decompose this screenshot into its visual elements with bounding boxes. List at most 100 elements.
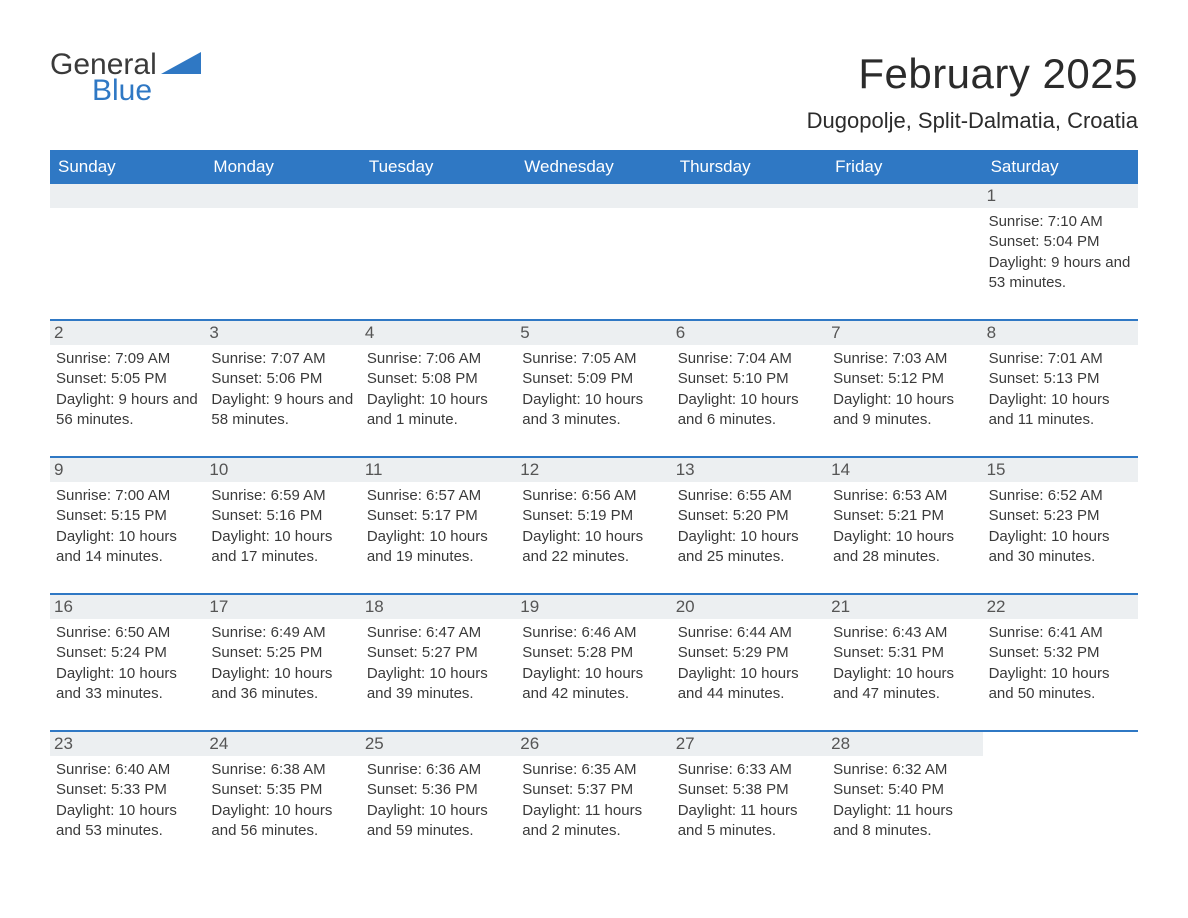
day-number: 8	[983, 321, 1138, 345]
day-info: Sunrise: 6:47 AMSunset: 5:27 PMDaylight:…	[367, 623, 510, 704]
sunset-text: Sunset: 5:10 PM	[678, 369, 821, 389]
daylight-text: Daylight: 10 hours and 56 minutes.	[211, 801, 354, 842]
sunset-text: Sunset: 5:13 PM	[989, 369, 1132, 389]
sunset-text: Sunset: 5:35 PM	[211, 780, 354, 800]
week-row: 23Sunrise: 6:40 AMSunset: 5:33 PMDayligh…	[50, 730, 1138, 847]
day-info: Sunrise: 7:04 AMSunset: 5:10 PMDaylight:…	[678, 349, 821, 430]
daylight-text: Daylight: 10 hours and 14 minutes.	[56, 527, 199, 568]
week-row: 9Sunrise: 7:00 AMSunset: 5:15 PMDaylight…	[50, 456, 1138, 573]
sunrise-text: Sunrise: 6:52 AM	[989, 486, 1132, 506]
day-cell	[50, 184, 205, 299]
day-info: Sunrise: 6:52 AMSunset: 5:23 PMDaylight:…	[989, 486, 1132, 567]
sunrise-text: Sunrise: 6:32 AM	[833, 760, 976, 780]
day-number: 15	[983, 458, 1138, 482]
sunrise-text: Sunrise: 6:35 AM	[522, 760, 665, 780]
empty-day-bar	[361, 184, 516, 208]
daylight-text: Daylight: 10 hours and 3 minutes.	[522, 390, 665, 431]
sunrise-text: Sunrise: 6:36 AM	[367, 760, 510, 780]
day-cell: 2Sunrise: 7:09 AMSunset: 5:05 PMDaylight…	[50, 321, 205, 436]
month-title: February 2025	[807, 50, 1138, 98]
empty-day-bar	[205, 184, 360, 208]
sunrise-text: Sunrise: 6:50 AM	[56, 623, 199, 643]
day-number: 22	[983, 595, 1138, 619]
day-cell: 3Sunrise: 7:07 AMSunset: 5:06 PMDaylight…	[205, 321, 360, 436]
day-cell: 28Sunrise: 6:32 AMSunset: 5:40 PMDayligh…	[827, 732, 982, 847]
day-cell	[672, 184, 827, 299]
sunset-text: Sunset: 5:04 PM	[989, 232, 1132, 252]
daylight-text: Daylight: 10 hours and 44 minutes.	[678, 664, 821, 705]
calendar: SundayMondayTuesdayWednesdayThursdayFrid…	[50, 150, 1138, 847]
daylight-text: Daylight: 11 hours and 8 minutes.	[833, 801, 976, 842]
day-info: Sunrise: 6:41 AMSunset: 5:32 PMDaylight:…	[989, 623, 1132, 704]
day-number: 28	[827, 732, 982, 756]
sunrise-text: Sunrise: 6:55 AM	[678, 486, 821, 506]
weekday-header: Tuesday	[361, 150, 516, 184]
sunset-text: Sunset: 5:32 PM	[989, 643, 1132, 663]
sunset-text: Sunset: 5:06 PM	[211, 369, 354, 389]
day-cell: 1Sunrise: 7:10 AMSunset: 5:04 PMDaylight…	[983, 184, 1138, 299]
daylight-text: Daylight: 10 hours and 42 minutes.	[522, 664, 665, 705]
sunrise-text: Sunrise: 6:38 AM	[211, 760, 354, 780]
sunrise-text: Sunrise: 6:33 AM	[678, 760, 821, 780]
sunset-text: Sunset: 5:21 PM	[833, 506, 976, 526]
day-cell: 5Sunrise: 7:05 AMSunset: 5:09 PMDaylight…	[516, 321, 671, 436]
day-number: 20	[672, 595, 827, 619]
day-number: 11	[361, 458, 516, 482]
weekday-header: Friday	[827, 150, 982, 184]
day-cell: 7Sunrise: 7:03 AMSunset: 5:12 PMDaylight…	[827, 321, 982, 436]
day-cell: 18 Sunrise: 6:47 AMSunset: 5:27 PMDayligh…	[361, 595, 516, 710]
week-row: 1Sunrise: 7:10 AMSunset: 5:04 PMDaylight…	[50, 184, 1138, 299]
daylight-text: Daylight: 10 hours and 36 minutes.	[211, 664, 354, 705]
weekday-header: Wednesday	[516, 150, 671, 184]
day-cell	[361, 184, 516, 299]
daylight-text: Daylight: 10 hours and 39 minutes.	[367, 664, 510, 705]
daylight-text: Daylight: 10 hours and 47 minutes.	[833, 664, 976, 705]
sunrise-text: Sunrise: 6:56 AM	[522, 486, 665, 506]
sunrise-text: Sunrise: 7:03 AM	[833, 349, 976, 369]
day-cell: 15 Sunrise: 6:52 AMSunset: 5:23 PMDayligh…	[983, 458, 1138, 573]
daylight-text: Daylight: 10 hours and 25 minutes.	[678, 527, 821, 568]
daylight-text: Daylight: 10 hours and 28 minutes.	[833, 527, 976, 568]
daylight-text: Daylight: 10 hours and 33 minutes.	[56, 664, 199, 705]
sunset-text: Sunset: 5:33 PM	[56, 780, 199, 800]
sunset-text: Sunset: 5:15 PM	[56, 506, 199, 526]
sunset-text: Sunset: 5:37 PM	[522, 780, 665, 800]
sunset-text: Sunset: 5:24 PM	[56, 643, 199, 663]
day-info: Sunrise: 7:06 AMSunset: 5:08 PMDaylight:…	[367, 349, 510, 430]
logo-text-blue: Blue	[92, 76, 201, 106]
day-cell: 25Sunrise: 6:36 AMSunset: 5:36 PMDayligh…	[361, 732, 516, 847]
daylight-text: Daylight: 10 hours and 53 minutes.	[56, 801, 199, 842]
day-number: 18	[361, 595, 516, 619]
day-number: 19	[516, 595, 671, 619]
day-number: 23	[50, 732, 205, 756]
day-number: 27	[672, 732, 827, 756]
sunrise-text: Sunrise: 6:47 AM	[367, 623, 510, 643]
day-info: Sunrise: 6:49 AMSunset: 5:25 PMDaylight:…	[211, 623, 354, 704]
day-info: Sunrise: 6:55 AMSunset: 5:20 PMDaylight:…	[678, 486, 821, 567]
daylight-text: Daylight: 10 hours and 1 minute.	[367, 390, 510, 431]
weekday-header: Thursday	[672, 150, 827, 184]
sunrise-text: Sunrise: 7:06 AM	[367, 349, 510, 369]
sunrise-text: Sunrise: 7:07 AM	[211, 349, 354, 369]
sunset-text: Sunset: 5:36 PM	[367, 780, 510, 800]
daylight-text: Daylight: 11 hours and 5 minutes.	[678, 801, 821, 842]
weekday-header: Sunday	[50, 150, 205, 184]
sunset-text: Sunset: 5:23 PM	[989, 506, 1132, 526]
day-info: Sunrise: 7:09 AMSunset: 5:05 PMDaylight:…	[56, 349, 199, 430]
day-number: 21	[827, 595, 982, 619]
logo: General Blue	[50, 50, 201, 106]
day-info: Sunrise: 7:03 AMSunset: 5:12 PMDaylight:…	[833, 349, 976, 430]
day-cell: 16Sunrise: 6:50 AMSunset: 5:24 PMDayligh…	[50, 595, 205, 710]
sunset-text: Sunset: 5:08 PM	[367, 369, 510, 389]
sunrise-text: Sunrise: 6:49 AM	[211, 623, 354, 643]
day-cell: 9Sunrise: 7:00 AMSunset: 5:15 PMDaylight…	[50, 458, 205, 573]
day-cell	[516, 184, 671, 299]
sunrise-text: Sunrise: 7:01 AM	[989, 349, 1132, 369]
sunset-text: Sunset: 5:29 PM	[678, 643, 821, 663]
day-number: 14	[827, 458, 982, 482]
week-row: 16Sunrise: 6:50 AMSunset: 5:24 PMDayligh…	[50, 593, 1138, 710]
sunrise-text: Sunrise: 6:44 AM	[678, 623, 821, 643]
sunset-text: Sunset: 5:17 PM	[367, 506, 510, 526]
daylight-text: Daylight: 10 hours and 17 minutes.	[211, 527, 354, 568]
title-block: February 2025 Dugopolje, Split-Dalmatia,…	[807, 50, 1138, 134]
